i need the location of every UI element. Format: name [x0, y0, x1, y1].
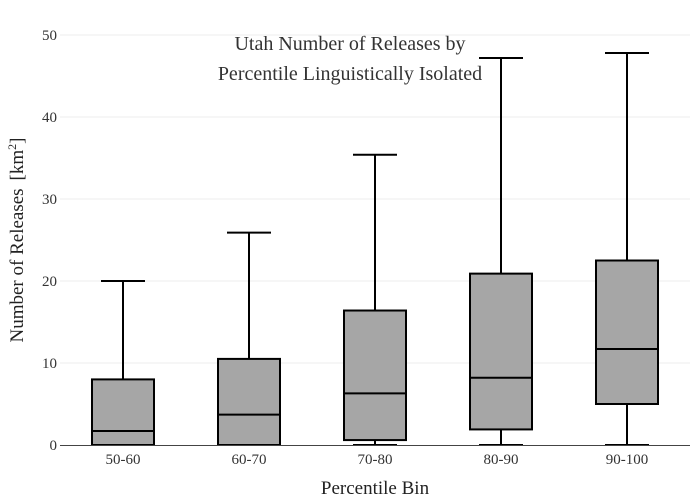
y-axis-unit-base: [km	[7, 150, 28, 181]
box-70-80	[343, 153, 407, 446]
chart-title-line-2: Percentile Linguistically Isolated	[218, 63, 482, 85]
y-tick-label: 50	[42, 28, 57, 44]
x-tick-label: 90-100	[606, 452, 649, 468]
x-tick-label: 60-70	[232, 452, 267, 468]
y-tick-label: 20	[42, 274, 57, 290]
y-tick-label: 30	[42, 192, 57, 208]
y-axis-title-text: Number of Releases	[7, 188, 28, 342]
iqr-box	[343, 309, 407, 442]
box-60-70	[217, 231, 281, 446]
iqr-box	[469, 272, 533, 431]
x-tick-label: 80-90	[484, 452, 519, 468]
y-axis-title: Number of Releases [km2]	[5, 138, 28, 343]
y-axis-ticks: 0 10 20 30 40 50	[42, 28, 57, 454]
box-series	[91, 52, 659, 446]
box-80-90	[469, 56, 533, 446]
y-tick-label: 0	[50, 438, 58, 454]
chart-title-line-1: Utah Number of Releases by	[234, 33, 465, 55]
box-90-100	[595, 52, 659, 446]
y-tick-label: 40	[42, 110, 57, 126]
iqr-box	[595, 259, 659, 405]
x-tick-label: 50-60	[106, 452, 141, 468]
x-axis-ticks: 50-60 60-70 70-80 80-90 90-100	[106, 452, 649, 468]
y-tick-label: 10	[42, 356, 57, 372]
iqr-box	[217, 357, 281, 446]
x-tick-label: 70-80	[358, 452, 393, 468]
y-axis-unit-superscript: 2	[5, 144, 19, 150]
iqr-box	[91, 378, 155, 446]
y-axis-unit-close: ]	[7, 138, 28, 144]
box-50-60	[91, 280, 155, 446]
x-axis-title: Percentile Bin	[321, 478, 430, 499]
